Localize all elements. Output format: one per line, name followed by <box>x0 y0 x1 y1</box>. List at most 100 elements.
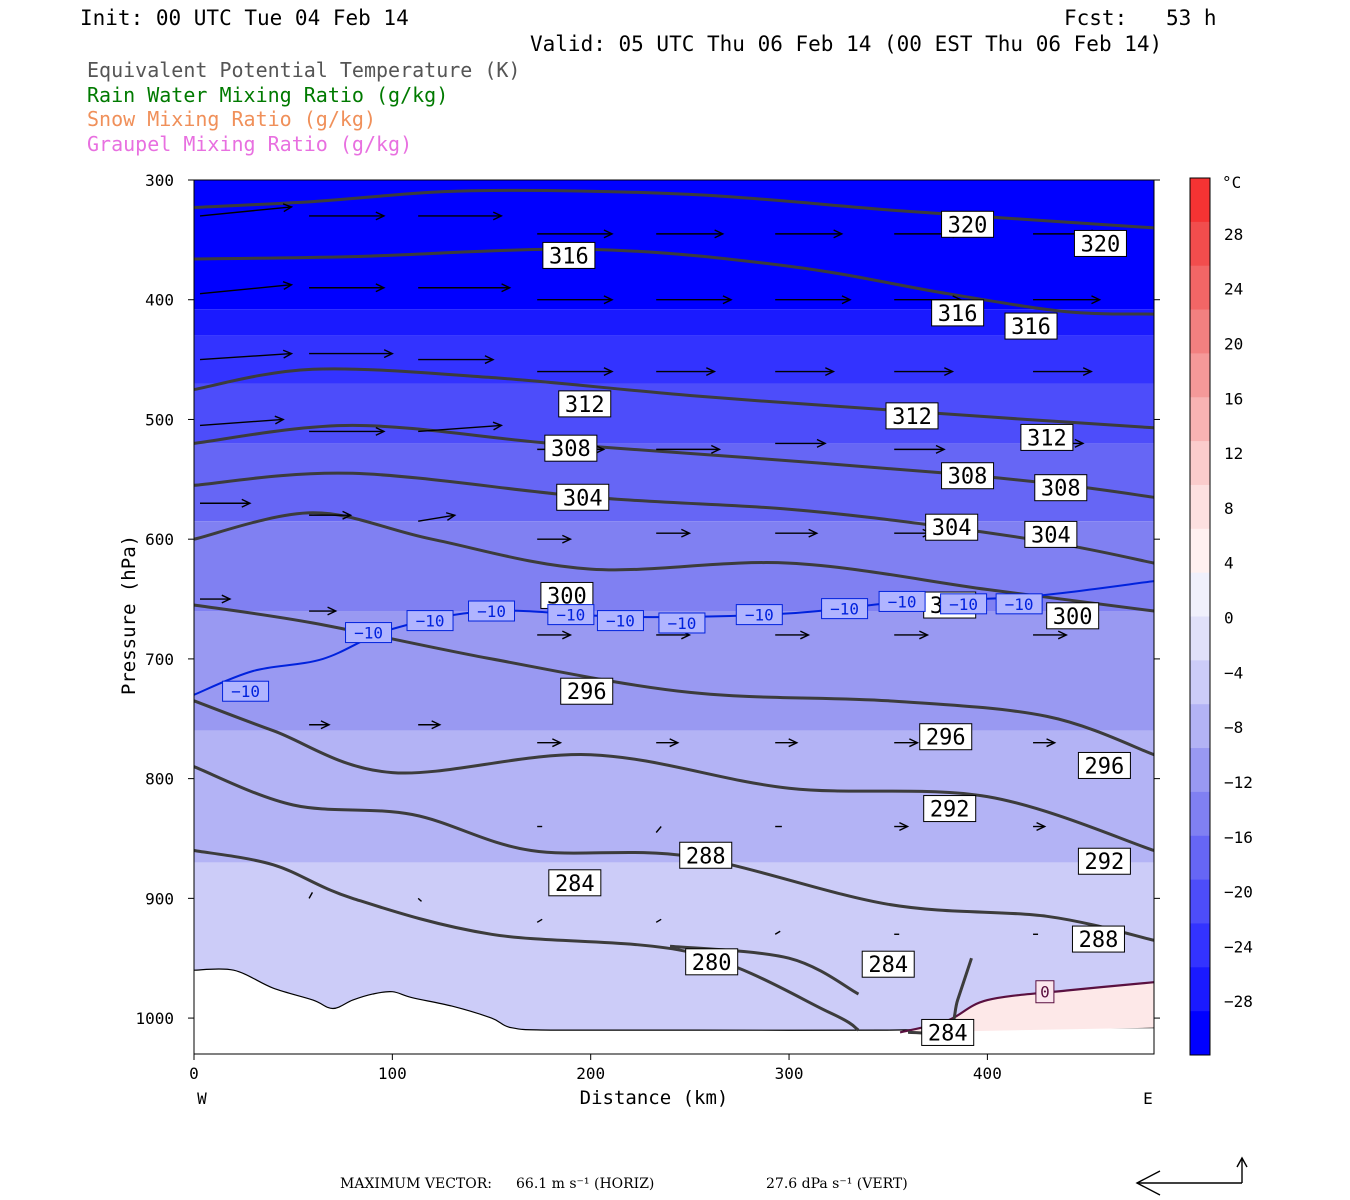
wind-vector-head <box>375 426 386 436</box>
wind-vector-head <box>919 630 930 640</box>
theta-e-label-box <box>861 950 915 978</box>
wind-vector-head <box>808 528 819 538</box>
theta-e-contour-300 <box>193 511 1155 613</box>
theta-e-label: 308 <box>551 437 591 462</box>
wind-vector-head <box>710 444 722 454</box>
colorbar-tick-label: −4 <box>1224 663 1243 682</box>
colorbar-segment <box>1190 441 1210 486</box>
wind-vector-head <box>1074 438 1085 448</box>
y-axis-title: Pressure (hPa) <box>118 535 140 695</box>
wind-vector-head <box>282 203 294 213</box>
theta-e-label-box <box>685 948 739 976</box>
theta-e-label-box <box>1077 847 1131 875</box>
wind-vector-head <box>221 594 232 604</box>
theta-e-label-box <box>1071 925 1125 953</box>
theta-e-label-box <box>544 434 598 462</box>
valid-time: Valid: 05 UTC Thu 06 Feb 14 (00 EST Thu … <box>530 32 1163 56</box>
wind-vector-head <box>1057 630 1068 640</box>
max-vector-horiz-head <box>1135 1170 1161 1196</box>
colorbar-tick-label: −28 <box>1224 992 1253 1011</box>
wind-vector-head <box>944 367 955 377</box>
wind-vector-head <box>825 367 836 377</box>
wind-vector <box>199 352 292 361</box>
wind-vector-head <box>1036 822 1047 831</box>
colorbar-segment <box>1190 879 1210 924</box>
isotherm-label: −10 <box>416 612 445 631</box>
theta-e-label: 308 <box>948 465 988 490</box>
wind-vector-head <box>282 281 294 290</box>
theta-e-label-box <box>925 513 979 541</box>
theta-e-label-box <box>556 483 610 511</box>
theta-e-label: 284 <box>868 953 908 978</box>
theta-e-label: 316 <box>938 302 978 327</box>
theta-e-label-box <box>923 795 977 823</box>
colorbar-segment <box>1190 660 1210 705</box>
colorbar-tick-label: 12 <box>1224 444 1243 463</box>
wind-vector <box>418 514 455 522</box>
isotherm-label-box <box>995 593 1043 615</box>
theta-e-label: 296 <box>567 680 607 705</box>
theta-e-label-box <box>1073 229 1127 257</box>
colorbar-segment <box>1190 1011 1210 1056</box>
theta-e-label: 288 <box>686 844 726 869</box>
temperature-band <box>194 383 1154 444</box>
wind-vector-head <box>899 822 910 831</box>
theta-e-label: 296 <box>1085 754 1125 779</box>
colorbar-segment <box>1190 265 1210 311</box>
wind-vector-head <box>909 738 920 748</box>
theta-e-label: 304 <box>1031 523 1071 548</box>
isotherm-label-box <box>596 610 644 632</box>
theta-e-label: 308 <box>1041 477 1081 502</box>
theta-e-label: 316 <box>549 244 589 269</box>
theta-e-label: 304 <box>932 516 972 541</box>
y-tick-label: 400 <box>145 291 174 310</box>
wind-vector <box>199 284 292 295</box>
colorbar-segment <box>1190 397 1210 442</box>
y-tick-label: 800 <box>145 770 174 789</box>
wind-vector <box>199 206 292 217</box>
isotherm-label-box <box>735 604 783 626</box>
wind-vector-head <box>431 720 442 730</box>
colorbar-tick-label: −16 <box>1224 828 1253 847</box>
wind-vector-head <box>1082 367 1093 377</box>
x-tick-label: 300 <box>775 1064 804 1083</box>
wind-vector-head <box>274 415 285 425</box>
theta-e-label: 296 <box>926 726 966 751</box>
theta-e-label-box <box>931 299 985 327</box>
colorbar-segment <box>1190 967 1210 1012</box>
isotherm-label: −10 <box>1005 595 1034 614</box>
isotherm-label: −10 <box>667 614 696 633</box>
isotherm-label: −10 <box>606 612 635 631</box>
wind-vector-head <box>282 349 294 359</box>
wind-vector-head <box>681 528 692 538</box>
wind-vector-head <box>603 229 614 239</box>
y-tick-label: 500 <box>145 410 174 429</box>
colorbar-tick-label: 20 <box>1224 334 1243 353</box>
x-end-label-west: W <box>197 1089 207 1108</box>
isotherm-label-box <box>821 598 869 620</box>
theta-e-label: 312 <box>565 393 605 418</box>
wind-vector-head <box>241 498 252 508</box>
x-tick-label: 200 <box>576 1064 605 1083</box>
temperature-band <box>194 309 1154 336</box>
wind-vector-head <box>327 606 338 616</box>
wind-vector <box>655 918 662 923</box>
wind-vector-head <box>445 512 457 521</box>
theta-e-label: 312 <box>1027 426 1067 451</box>
theta-e-label: 292 <box>930 798 970 823</box>
colorbar-segment <box>1190 923 1210 968</box>
wind-vector-head <box>833 229 844 239</box>
colorbar-segment <box>1190 178 1210 223</box>
temperature-band <box>194 730 1154 863</box>
theta-e-label: 320 <box>1081 232 1121 257</box>
wind-vector-head <box>935 444 946 454</box>
colorbar-tick-label: 28 <box>1224 225 1243 244</box>
wind-vector-head <box>714 229 725 239</box>
theta-e-label: 304 <box>563 486 603 511</box>
y-tick-label: 300 <box>145 171 174 190</box>
max-vector-vert-head <box>1236 1156 1248 1168</box>
colorbar-segment <box>1190 484 1210 530</box>
colorbar-segment <box>1190 835 1210 881</box>
theta-e-label-box <box>1034 474 1088 502</box>
